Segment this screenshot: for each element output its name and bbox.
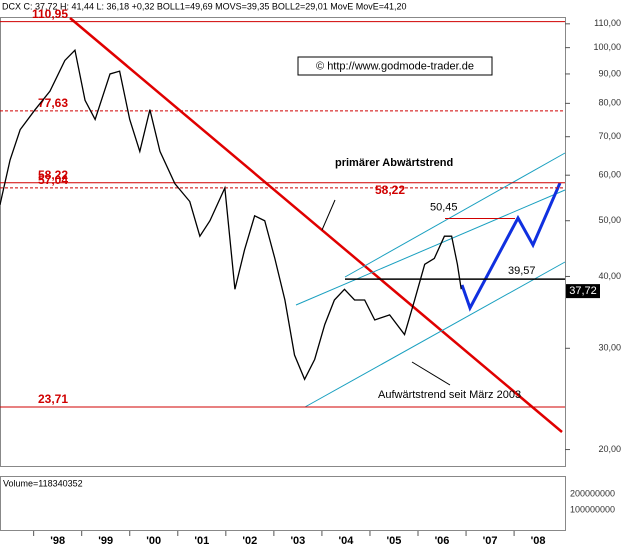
x-tick-label: '06 — [435, 535, 450, 547]
resistance-label: 50,45 — [430, 201, 458, 213]
y-tick-label: 70,00 — [598, 131, 621, 141]
y-tick-label: 110,00 — [594, 18, 621, 28]
x-tick-label: '04 — [338, 535, 354, 547]
y-tick-label: 30,00 — [598, 343, 621, 353]
copyright-box — [297, 56, 493, 76]
x-tick-label: '03 — [290, 535, 305, 547]
annotation: Aufwärtstrend seit März 2003 — [378, 389, 521, 401]
y-tick-label: 90,00 — [598, 68, 621, 78]
level-label: 58,22 — [375, 183, 405, 197]
support-label: 39,57 — [508, 265, 536, 277]
channel-lower — [304, 261, 566, 408]
x-tick-label: '02 — [242, 535, 257, 547]
y-tick-label: 20,00 — [598, 444, 621, 454]
price-panel — [0, 17, 566, 467]
channel-middle — [295, 189, 566, 306]
level-label: 58,22 — [38, 168, 68, 182]
last-price-box — [566, 284, 600, 299]
level-label: 110,95 — [32, 7, 68, 21]
projection — [460, 182, 562, 312]
level-label: 57,04 — [38, 173, 68, 187]
y-tick-label: 40,00 — [598, 271, 621, 281]
level-label: 77,63 — [38, 96, 68, 110]
y-tick-label: 60,00 — [598, 170, 621, 180]
arrow — [411, 361, 451, 386]
downtrend-line — [69, 17, 563, 433]
y-tick-label: 100,00 — [593, 42, 621, 52]
price-line — [0, 48, 462, 381]
annotation: primärer Abwärtstrend — [335, 157, 453, 169]
x-tick-label: '07 — [483, 535, 498, 547]
volume-tick: 200000000 — [570, 488, 615, 498]
x-tick-label: '08 — [531, 535, 546, 547]
x-tick-label: '01 — [194, 535, 209, 547]
last-price-label: 37,72 — [569, 285, 597, 297]
volume-label: Volume=118340352 — [3, 478, 83, 488]
channel-upper — [344, 152, 566, 278]
header: DCX C: 37,72 H: 41,44 L: 36,18 +0,32 BOL… — [2, 1, 407, 11]
copyright: © http://www.godmode-trader.de — [316, 60, 474, 72]
x-tick-label: '05 — [387, 535, 402, 547]
y-tick-label: 80,00 — [598, 98, 621, 108]
x-tick-label: '98 — [50, 535, 65, 547]
x-tick-label: '00 — [146, 535, 161, 547]
volume-panel — [0, 476, 566, 531]
y-tick-label: 50,00 — [598, 215, 621, 225]
arrow — [321, 199, 336, 231]
x-tick-label: '99 — [98, 535, 113, 547]
level-label: 23,71 — [38, 392, 68, 406]
volume-tick: 100000000 — [570, 504, 615, 514]
